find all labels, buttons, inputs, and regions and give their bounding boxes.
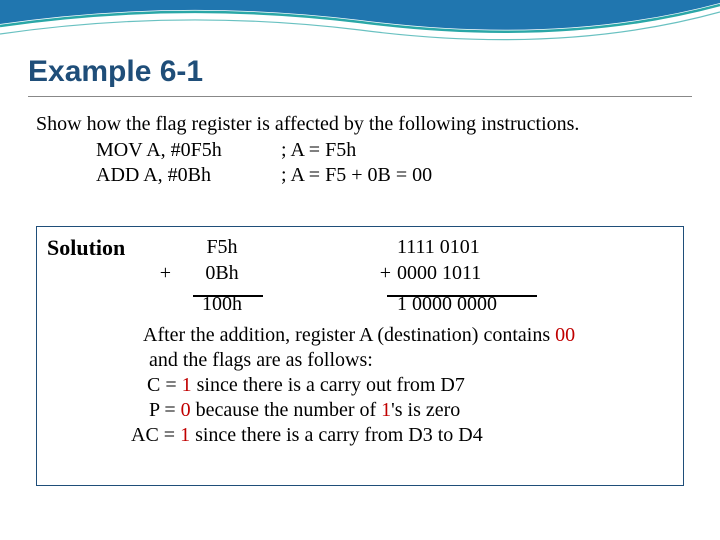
- plus-sign: +: [367, 261, 397, 287]
- bin-operand-a: 1111 0101: [397, 235, 547, 261]
- sum-rule-hex: [193, 295, 263, 297]
- code-row: ADD A, #0Bh ; A = F5 + 0B = 00: [36, 163, 696, 189]
- hex-operand-b: 0Bh: [177, 261, 267, 287]
- sum-rule-bin: [387, 295, 537, 297]
- slide-wave-decoration: [0, 0, 720, 60]
- slide-title: Example 6-1: [28, 55, 203, 89]
- result-value: 00: [555, 324, 575, 346]
- code-instruction: MOV A, #0F5h: [36, 138, 281, 164]
- hex-operand-a: F5h: [177, 235, 267, 261]
- explain-line: After the addition, register A (destinat…: [37, 323, 685, 348]
- title-underline: [28, 96, 692, 97]
- problem-statement: Show how the flag register is affected b…: [36, 112, 696, 189]
- problem-intro: Show how the flag register is affected b…: [36, 112, 696, 138]
- addition-math: F5h 1111 0101 + 0Bh + 0000 1011 100h 1 0…: [37, 235, 685, 318]
- explain-line: and the flags are as follows:: [37, 348, 685, 373]
- parity-flag-line: P = 0 because the number of 1's is zero: [37, 398, 685, 423]
- explanation-block: After the addition, register A (destinat…: [37, 323, 685, 448]
- aux-carry-flag-line: AC = 1 since there is a carry from D3 to…: [37, 423, 685, 448]
- solution-box: Solution F5h 1111 0101 + 0Bh + 0000 1011…: [36, 226, 684, 486]
- code-row: MOV A, #0F5h ; A = F5h: [36, 138, 696, 164]
- code-comment: ; A = F5h: [281, 138, 356, 164]
- code-instruction: ADD A, #0Bh: [36, 163, 281, 189]
- code-comment: ; A = F5 + 0B = 00: [281, 163, 432, 189]
- plus-sign: +: [37, 261, 177, 287]
- bin-operand-b: 0000 1011: [397, 261, 547, 287]
- carry-flag-line: C = 1 since there is a carry out from D7: [37, 373, 685, 398]
